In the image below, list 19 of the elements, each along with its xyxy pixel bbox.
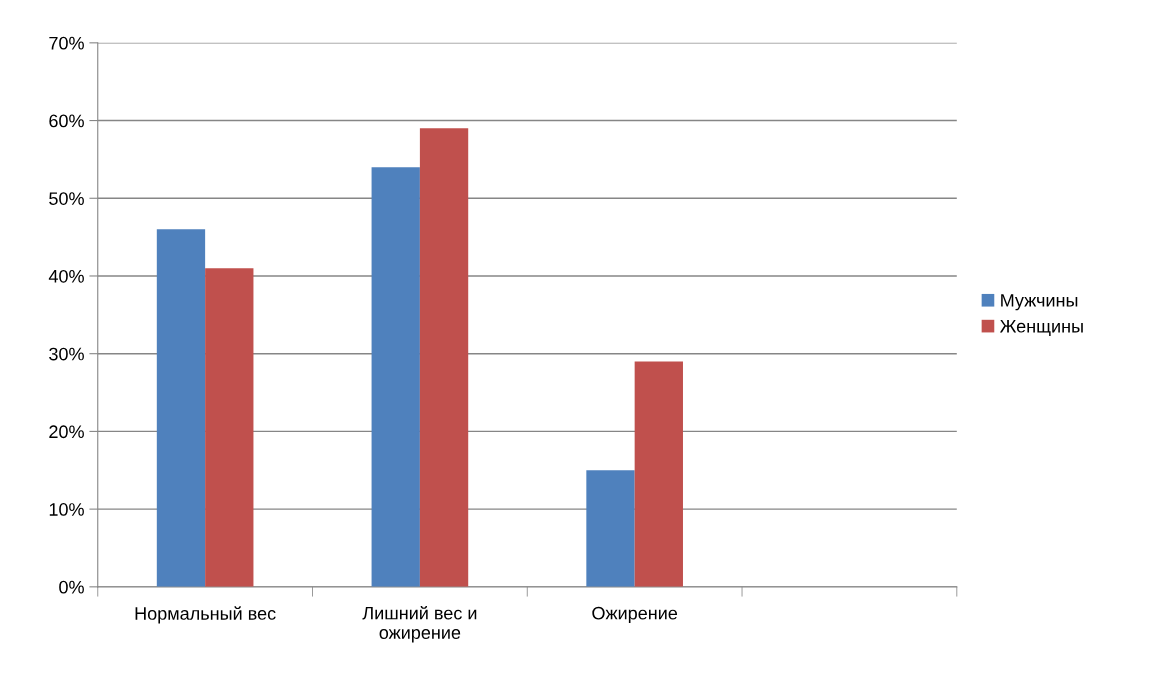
y-tick-label: 20% [49,425,84,439]
y-tick-label: 30% [49,347,84,361]
y-tick-label: 0% [59,580,84,594]
y-tick-label: 50% [49,192,84,205]
legend-label: Мужчины [1001,294,1078,311]
y-tick-label: 60% [49,114,84,128]
y-tick-label: 40% [48,269,84,283]
legend-label: Женщины [999,320,1083,337]
x-tick-label: Нормальный вес [135,606,276,624]
y-tick-label: 10% [49,503,84,516]
x-tick-label: Лишний вес и ожирение [362,605,477,643]
bar [371,167,420,587]
y-tick-label: 70% [49,36,84,50]
bar [205,268,254,587]
bar [634,361,683,587]
bar [586,470,635,587]
bar [419,128,469,587]
x-tick-label: Ожирение [592,606,678,624]
bar [156,229,206,587]
